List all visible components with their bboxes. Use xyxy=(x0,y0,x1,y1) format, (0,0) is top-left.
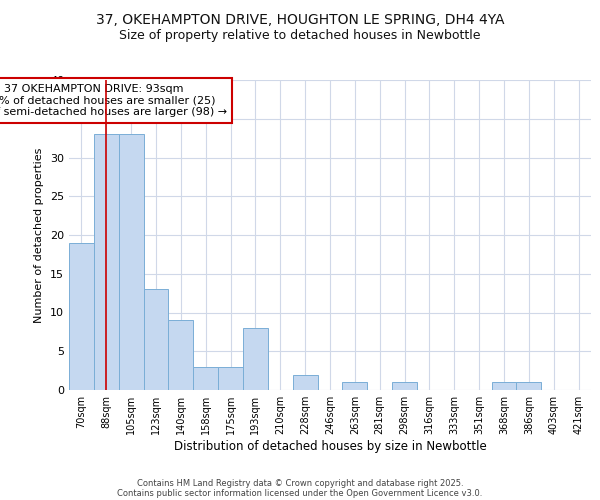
Bar xyxy=(69,243,94,390)
Text: Size of property relative to detached houses in Newbottle: Size of property relative to detached ho… xyxy=(119,29,481,42)
Bar xyxy=(193,367,218,390)
Bar xyxy=(243,328,268,390)
Bar xyxy=(517,382,541,390)
Bar xyxy=(94,134,119,390)
Bar xyxy=(218,367,243,390)
Bar xyxy=(143,289,169,390)
Text: 37 OKEHAMPTON DRIVE: 93sqm
← 20% of detached houses are smaller (25)
78% of semi: 37 OKEHAMPTON DRIVE: 93sqm ← 20% of deta… xyxy=(0,84,227,117)
Bar xyxy=(169,320,193,390)
X-axis label: Distribution of detached houses by size in Newbottle: Distribution of detached houses by size … xyxy=(173,440,487,453)
Bar xyxy=(392,382,417,390)
Bar xyxy=(293,374,317,390)
Bar xyxy=(343,382,367,390)
Y-axis label: Number of detached properties: Number of detached properties xyxy=(34,148,44,322)
Text: Contains public sector information licensed under the Open Government Licence v3: Contains public sector information licen… xyxy=(118,488,482,498)
Text: Contains HM Land Registry data © Crown copyright and database right 2025.: Contains HM Land Registry data © Crown c… xyxy=(137,478,463,488)
Bar xyxy=(119,134,143,390)
Bar xyxy=(491,382,517,390)
Text: 37, OKEHAMPTON DRIVE, HOUGHTON LE SPRING, DH4 4YA: 37, OKEHAMPTON DRIVE, HOUGHTON LE SPRING… xyxy=(96,12,504,26)
